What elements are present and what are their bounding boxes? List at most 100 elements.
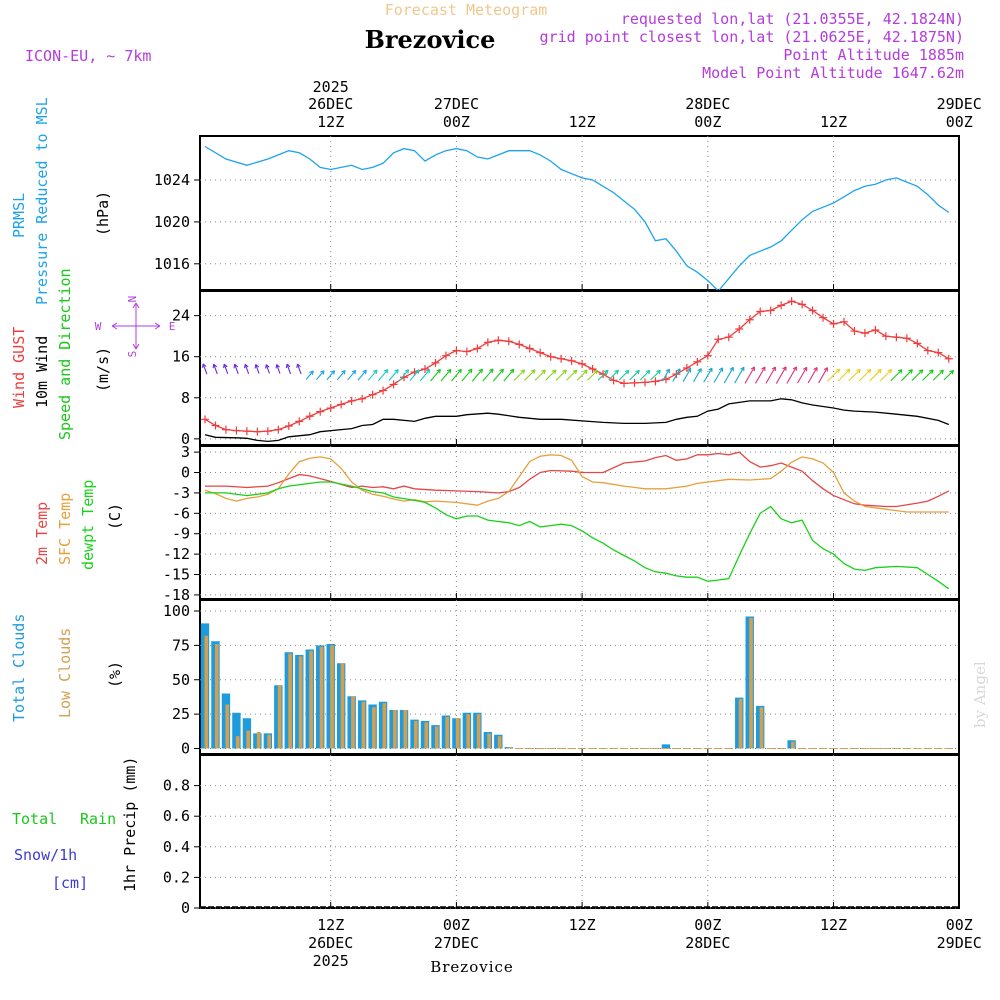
bottom-axis-label: 00Z — [443, 916, 470, 934]
top-axis-label: 12Z — [317, 113, 344, 131]
legend-pressure-msl: Pressure Reduced to MSL — [33, 97, 51, 305]
low-cloud-bar — [393, 710, 397, 749]
wind-arrow-head — [562, 369, 567, 375]
wind-direction-arrow — [587, 369, 598, 381]
wind-arrow-head — [520, 369, 526, 374]
wind-arrow-head — [835, 368, 841, 374]
low-cloud-bar — [225, 704, 230, 749]
low-cloud-bar — [340, 663, 345, 749]
legend-10m-wind: 10m Wind — [33, 336, 51, 408]
wind-arrow-head — [750, 366, 755, 372]
gust-marker — [840, 317, 849, 326]
gust-marker — [588, 365, 597, 374]
wind-arrow-head — [614, 369, 619, 375]
wind-direction-arrow — [440, 368, 452, 382]
wind-direction-arrow — [869, 369, 882, 382]
low-cloud-bar — [309, 650, 313, 749]
wind-direction-arrow — [890, 369, 903, 382]
low-cloud-bar — [361, 701, 366, 749]
low-cloud-bar — [424, 722, 429, 749]
legend-total-precip: Total — [12, 810, 57, 828]
prmsl-line — [204, 145, 950, 292]
precip-panel: 0 0.2 0.4 0.6 0.8 — [163, 754, 960, 917]
wind-arrow-head — [509, 368, 515, 374]
low-cloud-bar — [267, 734, 271, 749]
legend-dewpt-temp: dewpt Temp — [79, 480, 97, 570]
top-axis-label: 00Z — [946, 113, 973, 131]
panel-frame — [199, 445, 960, 600]
gust-marker — [441, 351, 450, 360]
bottom-axis-label: 12Z — [317, 916, 344, 934]
wind-direction-arrow — [223, 363, 229, 375]
wind-arrow-head — [541, 369, 546, 375]
bottom-axis-label: 27DEC — [434, 934, 479, 952]
top-axis-label: 27DEC — [434, 95, 479, 113]
wind-arrow-head — [656, 369, 661, 375]
gust-marker — [902, 334, 911, 343]
bottom-axis-label: 29DEC — [937, 934, 982, 952]
compass-north: N — [126, 296, 139, 303]
gust-marker — [651, 377, 660, 386]
gust-marker — [494, 336, 503, 345]
y-tick-label: 75 — [172, 636, 190, 654]
wind-direction-arrow — [357, 369, 367, 381]
low-cloud-bar — [351, 696, 355, 749]
wind-arrow-head — [729, 366, 734, 372]
wind-direction-arrow — [492, 368, 504, 382]
gust-marker — [578, 359, 587, 368]
wind-arrow-head — [645, 369, 651, 375]
wind-arrow-head — [362, 369, 367, 375]
gust-marker — [829, 319, 838, 328]
wind-arrow-head — [436, 368, 441, 374]
temperature-panel: -18 -15 -12 -9 -6 -3 0 3 — [163, 443, 960, 604]
top-axis-label: 2025 — [313, 78, 349, 96]
wind-arrow-head — [686, 368, 692, 373]
gust-marker — [368, 390, 377, 399]
wind-direction-arrow — [234, 364, 239, 375]
y-tick-label: -12 — [163, 545, 190, 563]
gust-marker — [944, 354, 953, 363]
y-tick-label: 0 — [181, 464, 190, 482]
wind-arrow-head — [457, 368, 462, 374]
wind-direction-arrow — [430, 368, 441, 382]
legend-speed-direction: Speed and Direction — [56, 268, 74, 440]
y-tick-label: 0.2 — [163, 868, 190, 886]
wind-direction-arrow — [555, 369, 567, 381]
wind-direction-arrow — [524, 369, 536, 381]
wind-direction-arrow — [693, 368, 702, 383]
gust-marker — [798, 300, 807, 309]
wind-direction-arrow — [943, 370, 954, 381]
y-tick-label: 50 — [172, 671, 190, 689]
gust-marker — [536, 348, 545, 357]
wind-direction-arrow — [377, 369, 389, 382]
low-cloud-bar — [791, 741, 795, 749]
wind-direction-arrow — [388, 369, 399, 382]
wind-direction-arrow — [326, 370, 335, 381]
wind-direction-arrow — [202, 363, 208, 375]
gust-marker — [881, 332, 890, 341]
wind-direction-arrow — [545, 369, 557, 381]
gust-marker — [379, 386, 388, 395]
wind-arrow-head — [404, 369, 410, 374]
wind-arrow-head — [887, 369, 893, 374]
pressure-unit: (hPa) — [94, 191, 112, 236]
gust-marker — [546, 352, 555, 361]
wind-arrow-head — [296, 363, 301, 369]
wind-arrow-head — [309, 370, 314, 376]
gust-marker — [431, 358, 440, 367]
compass-west: W — [95, 320, 102, 333]
wind-direction-arrow — [639, 369, 651, 381]
low-cloud-bar — [508, 747, 512, 749]
wind-direction-arrow — [255, 364, 260, 374]
wind-arrow-head — [201, 363, 207, 368]
gust-marker — [358, 394, 367, 403]
wind-arrow-head — [908, 369, 913, 374]
wind-direction-arrow — [265, 364, 270, 374]
total-cloud-bar — [661, 744, 671, 749]
wind-arrow-head — [856, 368, 861, 374]
wind-direction-arrow — [213, 363, 218, 375]
gust-marker — [389, 380, 398, 389]
bottom-axis-label: 12Z — [569, 916, 596, 934]
wind-direction-arrow — [576, 369, 588, 381]
